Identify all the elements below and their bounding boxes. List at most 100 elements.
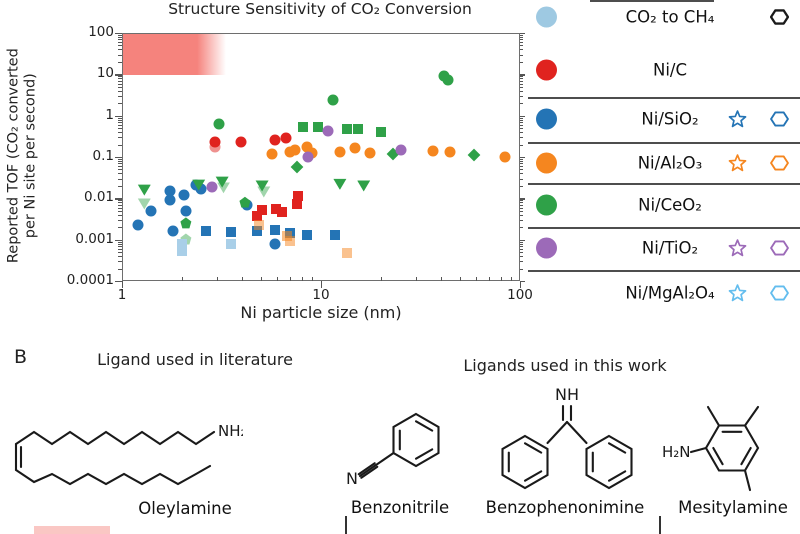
axis-tick [520,39,523,41]
data-point [333,178,347,190]
axis-tick [520,137,523,139]
data-point [352,123,363,134]
axis-tick [520,198,525,200]
data-point [292,199,303,210]
scatter-plot-area [123,34,521,282]
axis-tick [520,83,523,85]
amine-label: NH₂ [218,422,243,440]
axis-tick [118,256,122,258]
y-tick-label: 0.0001 [66,272,114,288]
axis-tick [118,54,122,56]
axis-tick [118,117,122,119]
data-point [269,134,281,146]
axis-tick [520,122,523,124]
axis-tick [520,210,523,212]
data-point [280,132,292,144]
data-point [178,189,190,201]
legend-label: Ni/MgAl₂O₄ [625,283,715,303]
open-hexagon-icon [770,285,789,301]
data-point [327,94,339,105]
axis-tick [118,137,122,139]
axis-tick [520,128,523,130]
data-point [342,123,353,134]
axis-tick [520,178,523,180]
axis-tick [115,157,122,159]
axis-tick [122,281,124,288]
axis-tick [520,161,523,162]
y-tick-label: 100 [88,24,114,40]
axis-tick [261,277,263,281]
axis-tick [118,241,122,243]
axis-tick [520,144,523,146]
axis-tick [118,163,122,165]
legend-label: Ni/C [652,60,687,80]
axis-tick [118,49,122,51]
data-point [145,205,157,217]
data-point [301,141,313,153]
axis-tick [460,277,462,281]
data-point [364,147,376,159]
data-point [271,203,282,214]
axis-tick [118,202,122,204]
data-point [239,196,251,208]
danger-zone-shading [123,34,226,76]
data-point [427,145,439,157]
axis-tick [520,256,523,258]
legend-label: Ni/CeO₂ [638,195,702,215]
partial-legend-swatch [34,526,110,534]
panel-b-label: B [14,346,28,368]
data-point [266,148,278,160]
y-tick-label: 1 [105,106,114,123]
x-axis-label: Ni particle size (nm) [240,303,402,322]
amine-label: H₂N [662,443,691,461]
axis-tick [415,277,417,281]
data-point [209,136,221,148]
axis-tick [510,277,512,281]
axis-tick [118,214,122,216]
filled-circle-swatch [536,152,557,174]
data-point [217,182,231,194]
axis-tick [118,243,122,245]
legend-label: Ni/SiO₂ [641,109,699,129]
axis-tick [520,173,523,175]
legend-divider [528,227,800,229]
filled-circle-swatch [536,237,557,259]
open-star-icon [728,239,747,257]
data-point [349,142,361,154]
axis-tick [115,33,122,35]
axis-tick [118,166,122,168]
legend-divider [528,142,800,144]
y-tick-label: 10 [96,65,114,82]
legend-label: CO₂ to CH₄ [625,7,715,27]
axis-tick [520,80,523,82]
data-point [269,238,281,250]
axis-tick [520,185,523,187]
bracket-tick [345,516,347,534]
axis-tick [118,219,122,221]
axis-tick [118,128,122,130]
axis-tick [118,76,122,78]
axis-tick [520,248,523,250]
axis-tick [520,204,523,206]
axis-tick [118,61,122,63]
axis-tick [118,80,122,82]
plot-frame [122,33,520,281]
axis-tick [520,241,523,243]
axis-tick [118,204,122,206]
data-point [180,217,192,229]
axis-tick [520,158,523,160]
axis-tick [520,214,523,216]
data-point [277,206,288,217]
data-point [322,125,334,137]
data-point [329,229,340,240]
data-point [180,205,192,217]
data-point [255,180,269,192]
x-tick-label: 100 [507,287,533,303]
data-point [342,248,353,259]
benzonitrile-structure: N [346,412,440,488]
axis-tick [118,83,122,85]
legend-row-ni-sio2: Ni/SiO₂ [524,102,800,136]
data-point [132,219,144,231]
data-point [467,149,481,162]
data-point [293,191,304,202]
